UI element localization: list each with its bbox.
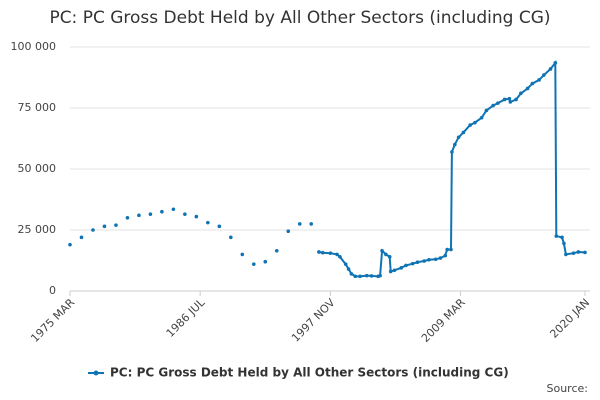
x-tick-label: 2009 MAR <box>419 296 468 345</box>
point <box>438 256 443 260</box>
y-tick-label: 75 000 <box>18 101 57 114</box>
point <box>206 220 210 225</box>
point <box>346 267 351 271</box>
point <box>560 235 564 240</box>
legend-label: PC: PC Gross Debt Held by All Other Sect… <box>110 366 509 380</box>
point <box>410 261 415 266</box>
source-label: Source: <box>547 382 589 395</box>
point <box>450 150 454 154</box>
y-tick-label: 50 000 <box>18 162 57 175</box>
point <box>433 257 438 262</box>
point <box>554 234 559 238</box>
point <box>548 67 553 71</box>
point <box>443 253 448 258</box>
point <box>358 274 362 279</box>
point <box>338 255 342 259</box>
point <box>79 235 84 240</box>
point <box>317 250 321 254</box>
point <box>251 262 256 266</box>
point <box>562 241 566 246</box>
point <box>502 97 507 102</box>
point <box>496 101 500 105</box>
series-line <box>318 60 586 278</box>
point <box>445 247 449 252</box>
point <box>91 228 95 232</box>
x-tick-label: 1997 NOV <box>289 296 338 345</box>
point <box>125 216 130 220</box>
point <box>576 250 581 254</box>
point <box>353 274 358 279</box>
point <box>183 212 187 216</box>
point <box>537 78 541 82</box>
point <box>297 222 302 226</box>
point <box>392 268 397 273</box>
point <box>530 81 535 86</box>
point <box>404 263 408 268</box>
point <box>449 247 453 252</box>
point <box>137 213 141 218</box>
point <box>274 248 279 253</box>
point <box>461 130 466 135</box>
point <box>102 224 107 229</box>
point <box>240 252 245 257</box>
point <box>349 272 354 276</box>
point <box>468 123 472 127</box>
y-tick-label: 100 000 <box>11 40 57 53</box>
point <box>564 252 568 257</box>
point <box>320 250 325 255</box>
point <box>328 251 333 255</box>
point <box>380 248 384 253</box>
point <box>364 273 369 278</box>
point <box>507 96 512 101</box>
point <box>484 108 489 113</box>
point <box>542 73 546 77</box>
point <box>217 224 222 229</box>
point <box>453 142 457 147</box>
point <box>508 100 513 104</box>
point <box>171 207 176 212</box>
point <box>378 273 382 278</box>
x-tick-label: 1975 MAR <box>28 296 77 345</box>
point <box>160 209 164 214</box>
point <box>571 251 576 255</box>
legend-marker <box>93 370 99 376</box>
point <box>68 242 72 247</box>
point <box>384 252 388 257</box>
point <box>194 214 199 219</box>
point <box>525 86 530 91</box>
point <box>514 97 518 102</box>
point <box>114 223 118 227</box>
y-tick-label: 0 <box>49 284 56 297</box>
point <box>309 222 314 226</box>
point <box>473 120 477 125</box>
point <box>519 91 523 96</box>
point <box>422 259 426 263</box>
point <box>263 259 268 264</box>
x-tick-label: 1986 JUL <box>164 295 208 339</box>
point <box>479 115 484 120</box>
point <box>399 266 404 270</box>
point <box>335 252 339 257</box>
chart-title: PC: PC Gross Debt Held by All Other Sect… <box>49 8 550 28</box>
point <box>229 235 233 240</box>
point <box>553 61 558 65</box>
point <box>369 274 374 278</box>
point <box>343 262 348 266</box>
point <box>456 135 461 140</box>
x-tick-label: 2020 JAN <box>547 296 592 341</box>
point <box>491 103 495 108</box>
point <box>286 229 291 234</box>
y-tick-label: 25 000 <box>18 223 57 236</box>
point <box>583 250 587 255</box>
point <box>415 260 420 265</box>
point <box>387 255 392 259</box>
point <box>148 212 153 216</box>
point <box>388 269 393 274</box>
point <box>427 257 431 262</box>
